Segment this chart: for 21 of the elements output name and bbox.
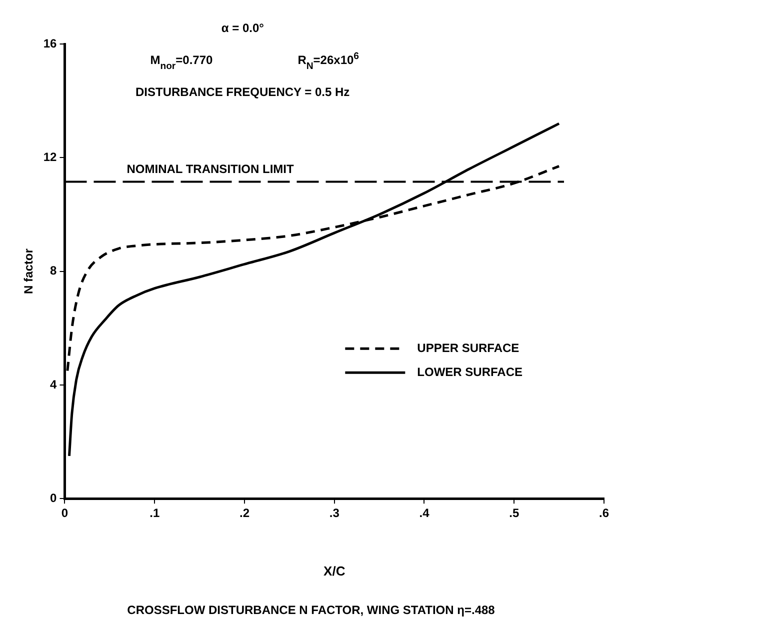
y-tick-label: 16 xyxy=(43,36,58,50)
y-tick-label: 8 xyxy=(50,264,58,278)
annotation: DISTURBANCE FREQUENCY = 0.5 Hz xyxy=(136,85,350,99)
text: CROSSFLOW DISTURBANCE N FACTOR, WING STATION η=.488 xyxy=(127,603,496,618)
y-tick-label: 4 xyxy=(50,377,58,392)
x-tick-label: 0 xyxy=(61,506,68,520)
x-tick-label: .5 xyxy=(509,506,520,520)
y-tick-label: 0 xyxy=(50,490,58,505)
y-axis-title: N factor xyxy=(22,248,36,294)
x-tick-label: .2 xyxy=(239,506,250,520)
x-tick-label: .3 xyxy=(329,506,340,520)
text: α = 0.0° xyxy=(221,21,264,35)
legend-label: UPPER SURFACE xyxy=(417,340,520,355)
ref-line-label: NOMINAL TRANSITION LIMIT xyxy=(126,162,295,176)
x-tick-label: .1 xyxy=(150,506,160,520)
line-series xyxy=(68,122,560,458)
x-axis-title: X/C xyxy=(324,563,346,578)
y-tick-label: 12 xyxy=(43,150,58,164)
legend-label: LOWER SURFACE xyxy=(417,364,523,379)
x-tick-label: .4 xyxy=(419,506,430,520)
x-tick-label: .6 xyxy=(598,506,610,520)
